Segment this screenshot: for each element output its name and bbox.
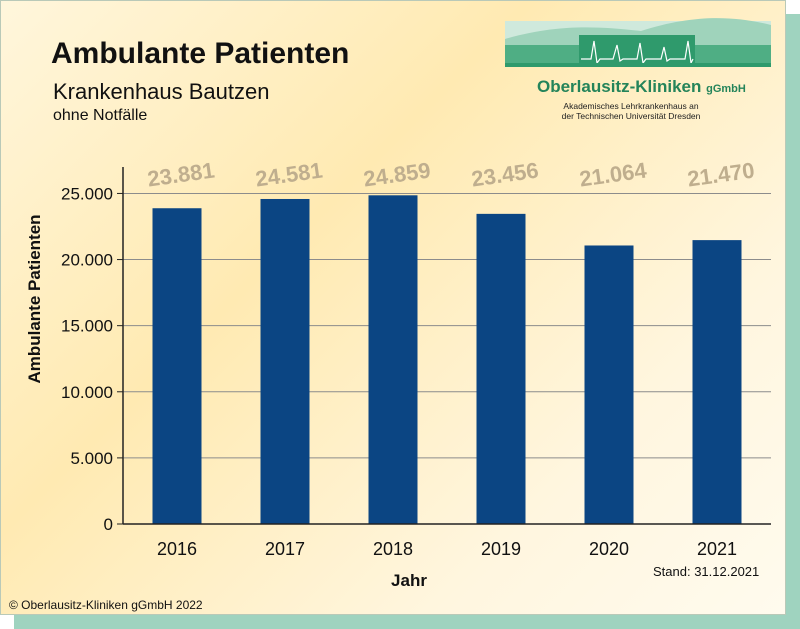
y-tick-label: 25.000 [61,184,113,203]
y-tick-label: 20.000 [61,251,113,270]
stand-date: Stand: 31.12.2021 [653,564,760,579]
x-tick-label: 2021 [697,539,737,559]
x-tick-label: 2017 [265,539,305,559]
y-tick-label: 5.000 [70,449,113,468]
chart-panel: Ambulante Patienten Krankenhaus Bautzen … [0,0,786,615]
copyright: © Oberlausitz-Kliniken gGmbH 2022 [9,598,203,612]
data-label: 23.881 [146,158,216,192]
bar-chart: 0 5.000 10.000 15.000 20.000 25.000 2016 23.881… [61,157,771,559]
x-tick-label: 2018 [373,539,413,559]
logo-name: Oberlausitz-Kliniken gGmbH [537,77,746,96]
bar [584,245,634,524]
bar [260,198,310,524]
bar [476,213,526,524]
chart-title: Ambulante Patienten [51,37,350,70]
chart-subtitle: Krankenhaus Bautzen [53,79,270,104]
bar [368,195,418,524]
data-label: 24.581 [254,158,324,192]
bar [692,240,742,524]
data-label: 21.470 [686,158,756,192]
heartbeat-icon [581,40,694,66]
x-tick-label: 2020 [589,539,629,559]
chart-note: ohne Notfälle [53,107,148,124]
logo-base [505,63,771,67]
logo-line-2: der Technischen Universität Dresden [561,111,701,121]
x-tick-label: 2016 [157,539,197,559]
x-tick-label: 2019 [481,539,521,559]
logo-hills-light [505,18,771,45]
data-label: 23.456 [470,158,540,192]
y-axis-label: Ambulante Patienten [25,214,44,384]
bar [152,208,202,524]
y-tick-label: 15.000 [61,317,113,336]
clinic-logo [505,18,771,67]
logo-line-1: Akademisches Lehrkrankenhaus an [563,101,699,111]
data-label: 24.859 [362,158,432,192]
y-tick-label: 10.000 [61,383,113,402]
y-tick-label: 0 [104,515,113,534]
x-axis-label: Jahr [391,571,427,590]
data-label: 21.064 [578,157,649,191]
